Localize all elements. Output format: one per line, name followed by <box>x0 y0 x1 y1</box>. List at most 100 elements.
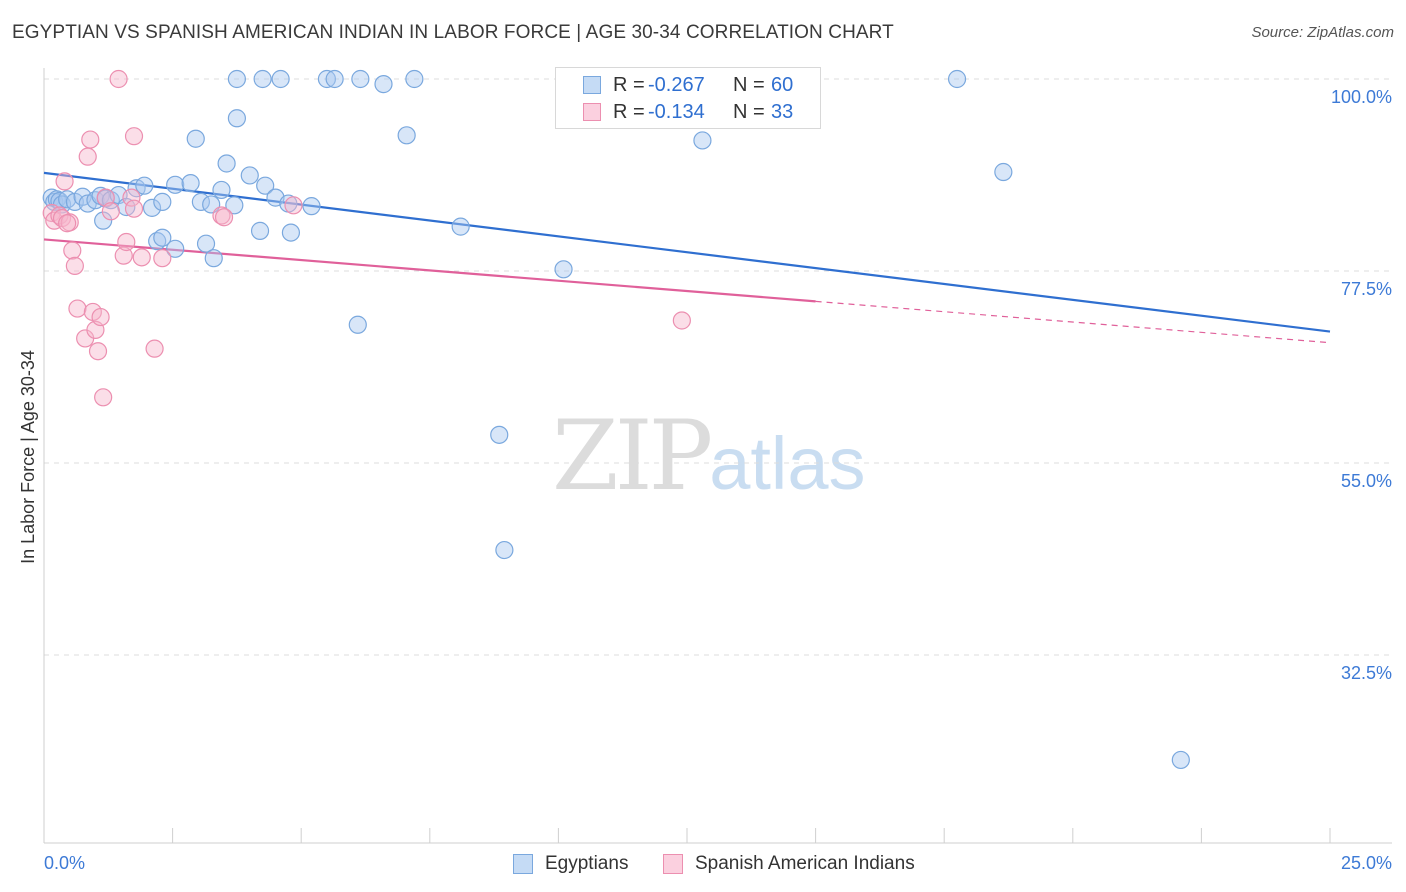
egyptians-point <box>351 69 370 89</box>
spanish-american-indians-swatch <box>583 103 601 121</box>
spanish-american-indians-point <box>122 188 141 207</box>
egyptians-point <box>227 109 246 128</box>
y-tick-label: 77.5% <box>1341 279 1392 299</box>
y-tick-label: 100.0% <box>1331 87 1392 107</box>
egyptians-point <box>135 176 154 195</box>
spanish-american-indians-point <box>63 241 82 260</box>
egyptians-point <box>994 162 1013 182</box>
egyptians-point <box>397 126 416 145</box>
stats-legend: R = -0.267 N = 60 R = -0.134 N = 33 <box>555 67 821 129</box>
egyptians-point <box>212 180 231 200</box>
egyptians-point <box>256 176 275 195</box>
spanish-american-indians-point <box>114 246 133 265</box>
legend-label-spanish-american-indians: Spanish American Indians <box>695 853 915 874</box>
egyptians-point <box>186 129 205 148</box>
spanish-american-indians-point <box>101 202 120 221</box>
spanish-american-indians-point <box>55 172 74 191</box>
egyptians-point <box>202 195 221 214</box>
egyptians-point <box>94 211 113 230</box>
egyptians-point <box>166 175 185 194</box>
trend-layer <box>43 171 1331 344</box>
y-tick-label: 32.5% <box>1341 663 1392 683</box>
spanish-american-indians-point <box>672 311 691 330</box>
y-axis-title: In Labor Force | Age 30-34 <box>18 350 38 564</box>
spanish-american-indians-point <box>124 199 144 218</box>
egyptians-point <box>191 192 210 211</box>
spanish-american-indians-point <box>65 256 84 275</box>
egyptians-point <box>148 232 167 251</box>
egyptians-point <box>227 69 246 89</box>
egyptians-point <box>348 315 367 334</box>
egyptians-point <box>693 131 712 150</box>
label-layer: 100.0% 77.5% 55.0% 32.5% 0.0% 25.0% In Labor F… <box>18 87 1392 873</box>
spanish-american-indians-point <box>94 388 113 407</box>
egyptians-trend-line <box>43 171 1331 333</box>
egyptians-point <box>166 239 185 258</box>
spanish-american-indians-trend-line <box>43 238 816 303</box>
r-label: R = <box>613 74 645 96</box>
spanish-american-indians-point <box>284 196 303 215</box>
y-tick-label: 55.0% <box>1341 471 1392 491</box>
egyptians-point <box>325 69 344 89</box>
spanish-american-indians-point <box>214 208 234 227</box>
egyptians-point <box>451 217 470 236</box>
egyptians-point <box>217 154 236 173</box>
spanish-american-indians-point <box>81 130 100 149</box>
spanish-american-indians-point <box>109 69 128 89</box>
egyptians-point <box>153 192 172 211</box>
egyptians-point <box>947 69 967 89</box>
egyptians-point <box>204 249 223 268</box>
chart-source: Source: ZipAtlas.com <box>1251 24 1394 41</box>
r-value-egyptians: -0.267 <box>648 74 705 96</box>
spanish-american-indians-legend-swatch <box>663 854 683 874</box>
egyptians-point <box>153 228 172 247</box>
egyptians-point <box>240 166 259 185</box>
egyptians-point <box>490 425 509 444</box>
egyptians-point <box>271 69 290 89</box>
r-value-spanish-american-indians: -0.134 <box>648 101 705 123</box>
egyptians-point <box>196 234 216 253</box>
spanish-american-indians-point <box>117 232 136 252</box>
egyptians-point <box>405 69 424 89</box>
egyptians-point <box>1171 750 1190 770</box>
egyptians-point <box>281 223 301 242</box>
egyptians-legend-swatch <box>513 854 533 874</box>
axis-layer <box>43 68 1392 844</box>
egyptians-point <box>250 221 270 240</box>
egyptians-point <box>302 197 321 216</box>
spanish-american-indians-point <box>91 307 110 327</box>
egyptians-point <box>317 69 337 89</box>
legend-label-egyptians: Egyptians <box>545 853 629 874</box>
r-label: R = <box>613 101 645 123</box>
spanish-american-indians-point <box>132 248 151 267</box>
grid-layer <box>44 78 1392 656</box>
x-tick-label: 25.0% <box>1341 853 1392 873</box>
egyptians-point <box>142 198 162 217</box>
x-tick-label: 0.0% <box>44 853 85 873</box>
egyptians-point <box>495 540 514 560</box>
egyptians-point <box>253 69 272 89</box>
n-value-spanish-american-indians: 33 <box>771 101 794 123</box>
egyptians-point <box>225 196 244 215</box>
n-label: N = <box>733 101 765 123</box>
spanish-american-indians-point <box>68 299 87 318</box>
spanish-american-indians-point <box>88 342 108 361</box>
egyptians-point <box>554 260 573 279</box>
spanish-american-indians-point <box>78 147 97 166</box>
spanish-american-indians-point <box>153 249 172 268</box>
egyptians-point <box>374 75 393 94</box>
point-layer <box>42 69 1190 770</box>
spanish-american-indians-trend-line-dashed <box>815 300 1331 344</box>
n-label: N = <box>733 74 765 96</box>
n-value-egyptians: 60 <box>771 74 794 96</box>
chart-title: EGYPTIAN VS SPANISH AMERICAN INDIAN IN L… <box>12 22 894 43</box>
spanish-american-indians-point <box>96 188 115 207</box>
spanish-american-indians-point <box>124 127 144 146</box>
spanish-american-indians-point <box>145 339 164 358</box>
spanish-american-indians-point <box>58 214 77 233</box>
egyptians-swatch <box>583 76 601 94</box>
spanish-american-indians-point <box>50 206 69 225</box>
egyptians-point <box>181 174 200 193</box>
